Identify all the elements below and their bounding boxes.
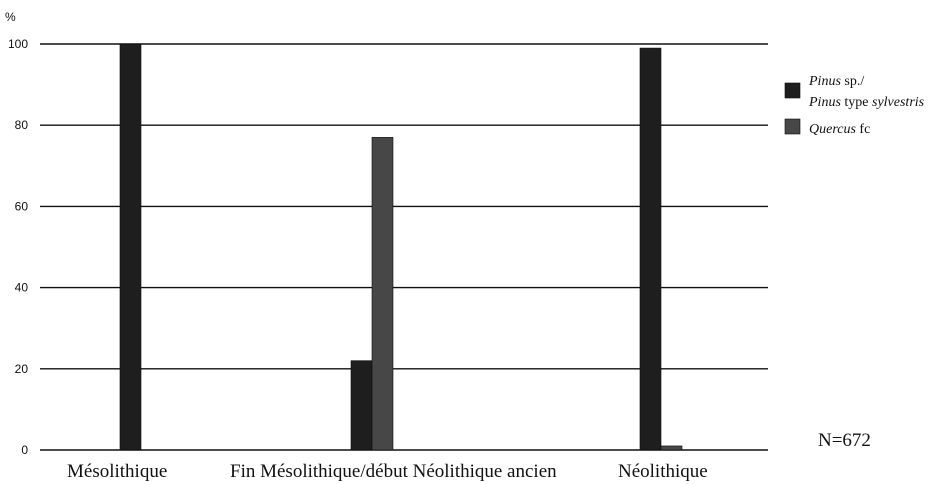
bar-series1-category1 [371,137,394,451]
legend-label-segment: fc [856,122,870,137]
y-tick-label: 100 [8,37,28,51]
legend-swatch-1 [784,118,801,135]
y-tick-label: 0 [21,443,28,457]
x-tick-labels: Mésolithique Fin Mésolithique/début Néoli… [67,461,708,482]
y-tick-label: 60 [15,199,29,213]
bar-series0-category0 [119,43,142,451]
legend-label-0-line-0: Pinus sp./ [808,74,864,89]
legend-label-segment: Pinus [808,74,841,89]
legend-label-0-line-1: Pinus type sylvestris [808,95,925,110]
legend-label-segment: Quercus [809,122,856,137]
legend-label-segment: sylvestris [872,95,925,110]
legend-label-segment: Pinus [808,95,841,110]
x-tick-label-0: Mésolithique [67,461,167,482]
bars [119,43,683,451]
y-tick-label: 80 [15,118,29,132]
legend-label-segment: sp./ [841,74,864,89]
bar-series0-category1 [350,360,373,451]
legend-swatch-0 [784,82,801,99]
y-tick-label: 20 [15,362,29,376]
bar-series1-category2 [660,445,683,451]
x-tick-label-1: Fin Mésolithique/début Néolithique ancie… [230,461,557,482]
legend-label-segment: type [841,95,872,110]
y-axis-unit-label: % [5,10,16,24]
y-tick-label: 40 [15,281,29,295]
sample-size-annotation: N=672 [818,430,871,451]
x-tick-label-2: Néolithique [618,461,708,482]
y-tick-labels: 0 20 40 60 80 100 [8,37,28,457]
legend-label-1-line-0: Quercus fc [809,122,870,137]
bar-series0-category2 [639,47,662,451]
